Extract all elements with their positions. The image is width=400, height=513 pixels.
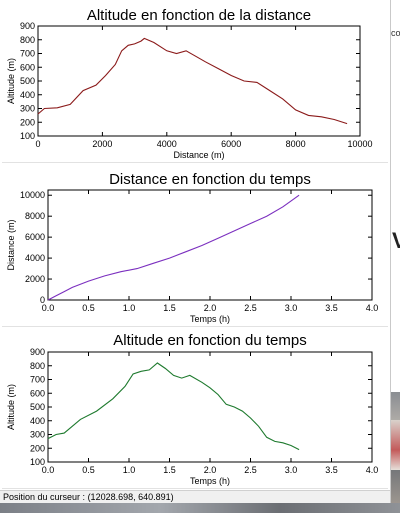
- distance-time-xtick-label: 4.0: [366, 303, 379, 313]
- altitude-time-ytick-label: 900: [30, 347, 45, 357]
- altitude-time-xtick-label: 2.0: [204, 465, 217, 475]
- altitude-time-ytick-label: 800: [30, 361, 45, 371]
- altitude-distance-xtick-label: 6000: [221, 139, 241, 149]
- altitude-distance-series-line: [37, 37, 348, 125]
- distance-time-xlabel: Temps (h): [190, 314, 230, 324]
- altitude-time-ytick-label: 300: [30, 430, 45, 440]
- distance-time-ylabel: Distance (m): [6, 219, 16, 270]
- distance-time-ytick-label: 4000: [25, 253, 45, 263]
- altitude-distance-ytick-label: 400: [20, 90, 35, 100]
- cursor-position-label: Position du curseur :: [3, 492, 86, 502]
- desktop-bottom-strip: [0, 503, 400, 513]
- background-text-snippet: co: [391, 28, 400, 38]
- background-photo-accent: [390, 420, 400, 470]
- cursor-position-value: (12028.698, 640.891): [87, 492, 174, 502]
- distance-time-xtick-label: 1.0: [123, 303, 136, 313]
- chart-panel-distance-time[interactable]: Distance en fonction du temps 0.0 0.5 1.0 1.…: [2, 164, 388, 327]
- altitude-time-ylabel: Altitude (m): [6, 384, 16, 430]
- altitude-time-plot-area: [47, 351, 373, 463]
- altitude-distance-xlabel: Distance (m): [173, 150, 224, 160]
- background-letter: V: [392, 228, 400, 253]
- distance-time-xtick-label: 2.5: [244, 303, 257, 313]
- distance-time-series-line: [47, 194, 300, 301]
- altitude-time-ytick-label: 600: [30, 388, 45, 398]
- altitude-distance-xtick-label: 2000: [92, 139, 112, 149]
- altitude-distance-ytick-label: 100: [20, 131, 35, 141]
- status-bar: Position du curseur : (12028.698, 640.89…: [0, 490, 390, 503]
- distance-time-ytick-label: 10000: [20, 190, 45, 200]
- altitude-distance-ytick-label: 900: [20, 21, 35, 31]
- distance-time-ytick-label: 8000: [25, 211, 45, 221]
- distance-time-plot-area: [47, 189, 373, 301]
- chart-panel-altitude-distance[interactable]: Altitude en fonction de la distance 0 2000…: [2, 0, 388, 163]
- altitude-time-xtick-label: 3.0: [285, 465, 298, 475]
- distance-time-xtick-label: 3.5: [325, 303, 338, 313]
- altitude-time-xtick-label: 0.5: [82, 465, 95, 475]
- altitude-distance-ytick-label: 700: [20, 49, 35, 59]
- altitude-distance-xtick-label: 8000: [286, 139, 306, 149]
- altitude-distance-plot-area: [37, 25, 361, 137]
- altitude-time-ytick-label: 700: [30, 375, 45, 385]
- altitude-distance-ytick-label: 600: [20, 62, 35, 72]
- distance-time-chart[interactable]: Distance en fonction du temps 0.0 0.5 1.0 1.…: [2, 164, 388, 326]
- distance-time-xtick-label: 2.0: [204, 303, 217, 313]
- altitude-time-chart[interactable]: Altitude en fonction du temps 0.0 0.5 1.0 1.…: [2, 328, 388, 488]
- altitude-time-title: Altitude en fonction du temps: [113, 332, 306, 349]
- distance-time-title: Distance en fonction du temps: [109, 171, 311, 188]
- chart-panel-altitude-time[interactable]: Altitude en fonction du temps 0.0 0.5 1.0 1.…: [2, 328, 388, 489]
- altitude-time-series-line: [47, 362, 300, 451]
- altitude-distance-ytick-label: 300: [20, 104, 35, 114]
- altitude-time-xtick-label: 1.0: [123, 465, 136, 475]
- altitude-time-xtick-label: 2.5: [244, 465, 257, 475]
- altitude-distance-ylabel: Altitude (m): [6, 58, 16, 104]
- altitude-time-xtick-label: 3.5: [325, 465, 338, 475]
- distance-time-ytick-label: 6000: [25, 232, 45, 242]
- altitude-time-xtick-label: 1.5: [163, 465, 176, 475]
- altitude-distance-ytick-label: 200: [20, 117, 35, 127]
- distance-time-ytick-label: 2000: [25, 274, 45, 284]
- altitude-time-xlabel: Temps (h): [190, 476, 230, 486]
- altitude-distance-ytick-label: 800: [20, 35, 35, 45]
- altitude-distance-title: Altitude en fonction de la distance: [87, 7, 311, 24]
- distance-time-xtick-label: 1.5: [163, 303, 176, 313]
- altitude-distance-chart[interactable]: Altitude en fonction de la distance 0 2000…: [2, 0, 388, 162]
- altitude-time-ytick-label: 100: [30, 457, 45, 467]
- distance-time-xtick-label: 3.0: [285, 303, 298, 313]
- altitude-time-xtick-label: 0.0: [42, 465, 55, 475]
- altitude-distance-ytick-label: 500: [20, 76, 35, 86]
- altitude-distance-xtick-label: 4000: [157, 139, 177, 149]
- desktop-background: [390, 0, 400, 513]
- altitude-time-xtick-label: 4.0: [366, 465, 379, 475]
- altitude-time-ytick-label: 500: [30, 402, 45, 412]
- altitude-time-ytick-label: 200: [30, 443, 45, 453]
- distance-time-ytick-label: 0: [40, 295, 45, 305]
- distance-time-xtick-label: 0.0: [42, 303, 55, 313]
- altitude-distance-xtick-label: 10000: [347, 139, 372, 149]
- altitude-time-ytick-label: 400: [30, 416, 45, 426]
- distance-time-xtick-label: 0.5: [82, 303, 95, 313]
- altitude-distance-xtick-label: 0: [35, 139, 40, 149]
- plot-window: Altitude en fonction de la distance 0 2000…: [0, 0, 391, 503]
